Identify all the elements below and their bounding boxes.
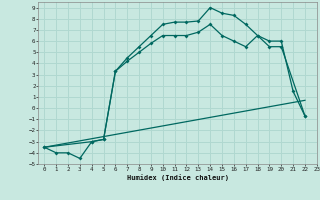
X-axis label: Humidex (Indice chaleur): Humidex (Indice chaleur) [127, 174, 228, 181]
